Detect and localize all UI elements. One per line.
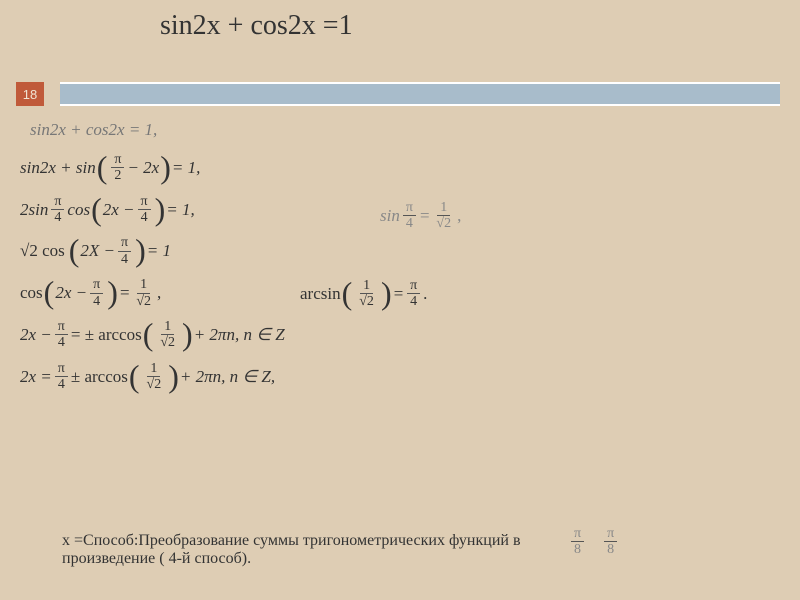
eq-line-2: sin2x + sin ( π2 − 2x ) = 1, [20,152,780,184]
eq-line-4: √2 cos ( 2X − π4 ) = 1 [20,235,780,267]
math-content: sin2x + cos2x = 1, sin2x + sin ( π2 − 2x… [20,118,780,402]
footer-note: x =Способ:Преобразование суммы тригономе… [62,532,742,568]
accent-strip [60,82,780,106]
slide-title: sin2x + cos2x =1 [160,10,353,42]
side-arcsin: arcsin ( 1√2 ) = π4 . [300,278,427,310]
eq-line-6: 2x − π4 = ± arccos ( 1√2 ) + 2πn, n ∈ Z [20,319,780,351]
slide-number-badge: 18 [16,82,44,106]
side-sin-val: sin π4 = 1√2 , [380,200,461,232]
eq-line-1: sin2x + cos2x = 1, [30,118,780,142]
eq-line-7: 2x = π4 ± arccos ( 1√2 ) + 2πn, n ∈ Z, [20,361,780,393]
